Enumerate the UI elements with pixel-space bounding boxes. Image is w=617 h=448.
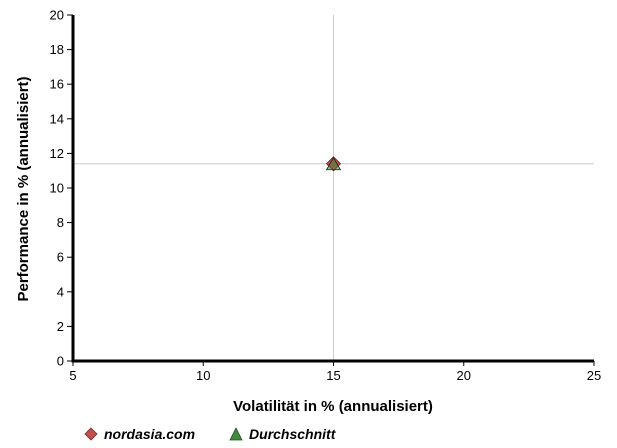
x-tick-label: 10 (196, 368, 210, 383)
y-tick-label: 8 (57, 215, 64, 230)
y-tick-label: 6 (57, 250, 64, 265)
axes (71, 15, 594, 363)
y-tick-label: 20 (50, 8, 64, 23)
x-tick-label: 15 (326, 368, 340, 383)
triangle-icon (229, 427, 243, 441)
data-point-durchschnitt (325, 156, 342, 171)
crosshair (73, 15, 594, 361)
data-points (325, 156, 342, 172)
x-tick-label: 20 (457, 368, 471, 383)
y-tick-label: 18 (50, 42, 64, 57)
y-axis-title: Performance in % (annualisiert) (15, 76, 32, 301)
x-axis-title: Volatilität in % (annualisiert) (233, 398, 433, 415)
y-tick-label: 16 (50, 77, 64, 92)
legend-item-durchschnitt: Durchschnitt (229, 426, 335, 442)
diamond-icon (84, 427, 98, 441)
y-tick-label: 12 (50, 146, 64, 161)
legend-item-nordasia: nordasia.com (84, 426, 195, 442)
x-tick-label: 25 (587, 368, 601, 383)
y-tick-label: 10 (50, 181, 64, 196)
y-tick-label: 14 (50, 111, 64, 126)
y-tick-label: 0 (57, 354, 64, 369)
legend: nordasia.com Durchschnitt (84, 426, 369, 442)
legend-label: nordasia.com (104, 426, 196, 442)
ticks: 5 10 15 20 25 0 2 4 6 8 10 12 14 16 18 20 (50, 8, 602, 384)
legend-label: Durchschnitt (249, 426, 336, 442)
y-tick-label: 4 (57, 284, 64, 299)
x-tick-label: 5 (69, 368, 76, 383)
y-tick-label: 2 (57, 319, 64, 334)
